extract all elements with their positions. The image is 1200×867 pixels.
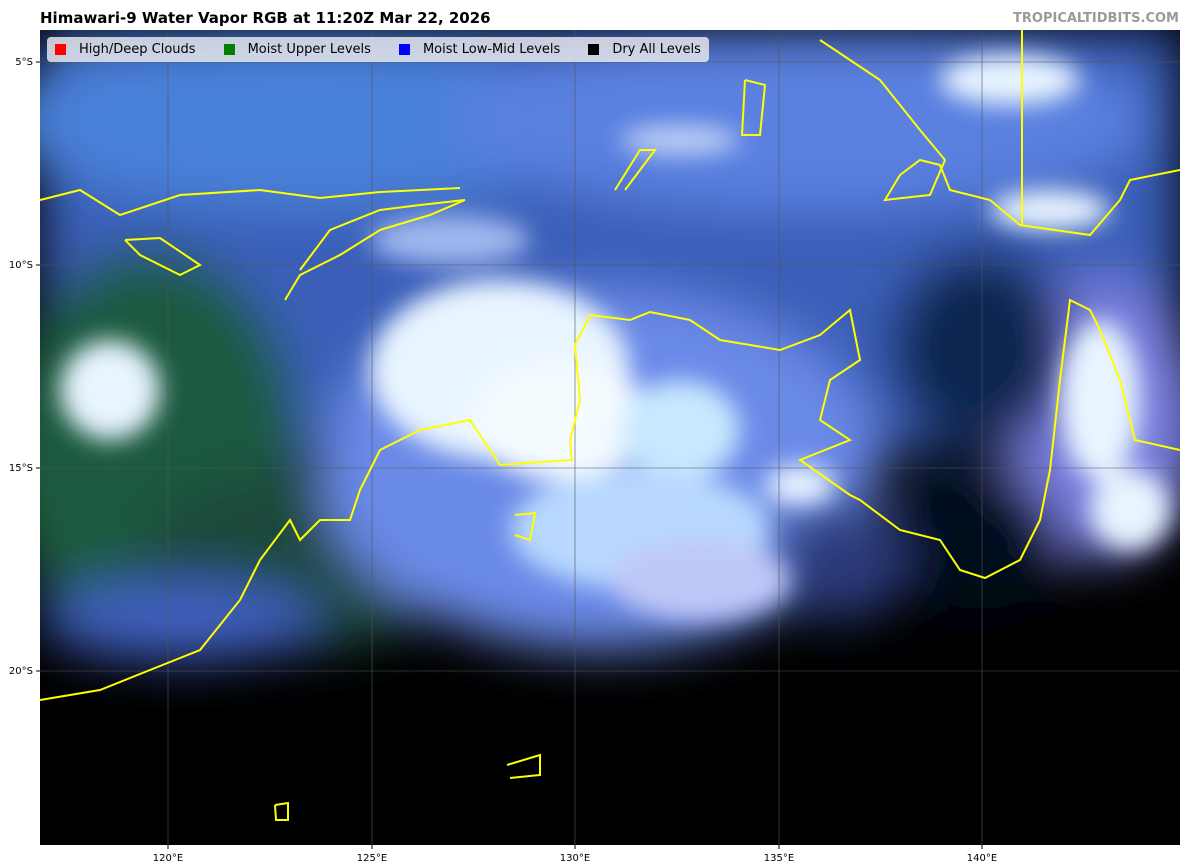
legend-label: Moist Low-Mid Levels xyxy=(422,42,561,57)
legend-item-dry: Dry All Levels xyxy=(588,42,701,57)
axis-ticks xyxy=(36,61,983,849)
lat-tick-label: 10°S xyxy=(9,260,33,271)
legend-label: High/Deep Clouds xyxy=(79,42,196,57)
legend-label: Dry All Levels xyxy=(612,42,701,57)
satellite-imagery xyxy=(40,30,1180,845)
green-swatch-icon xyxy=(223,44,235,55)
lat-tick-label: 5°S xyxy=(15,57,33,68)
legend: High/Deep Clouds Moist Upper Levels Mois… xyxy=(47,37,709,62)
legend-item-moist-low-mid: Moist Low-Mid Levels xyxy=(398,42,561,57)
black-swatch-icon xyxy=(588,44,600,55)
legend-item-moist-upper: Moist Upper Levels xyxy=(223,42,371,57)
credit-watermark: TROPICALTIDBITS.COM xyxy=(1013,11,1179,26)
gridlines xyxy=(40,30,1180,845)
lon-tick-label: 125°E xyxy=(357,853,387,864)
legend-label: Moist Upper Levels xyxy=(247,42,371,57)
lon-tick-label: 130°E xyxy=(560,853,590,864)
lat-tick-label: 15°S xyxy=(9,463,33,474)
blue-swatch-icon xyxy=(398,44,410,55)
red-swatch-icon xyxy=(55,44,66,55)
map-title: Himawari-9 Water Vapor RGB at 11:20Z Mar… xyxy=(40,9,491,27)
lat-tick-label: 20°S xyxy=(9,666,33,677)
lon-tick-label: 120°E xyxy=(153,853,183,864)
lon-tick-label: 135°E xyxy=(764,853,794,864)
legend-item-high-deep-clouds: High/Deep Clouds xyxy=(55,42,196,57)
lon-tick-label: 140°E xyxy=(967,853,997,864)
coastlines xyxy=(40,30,1180,821)
